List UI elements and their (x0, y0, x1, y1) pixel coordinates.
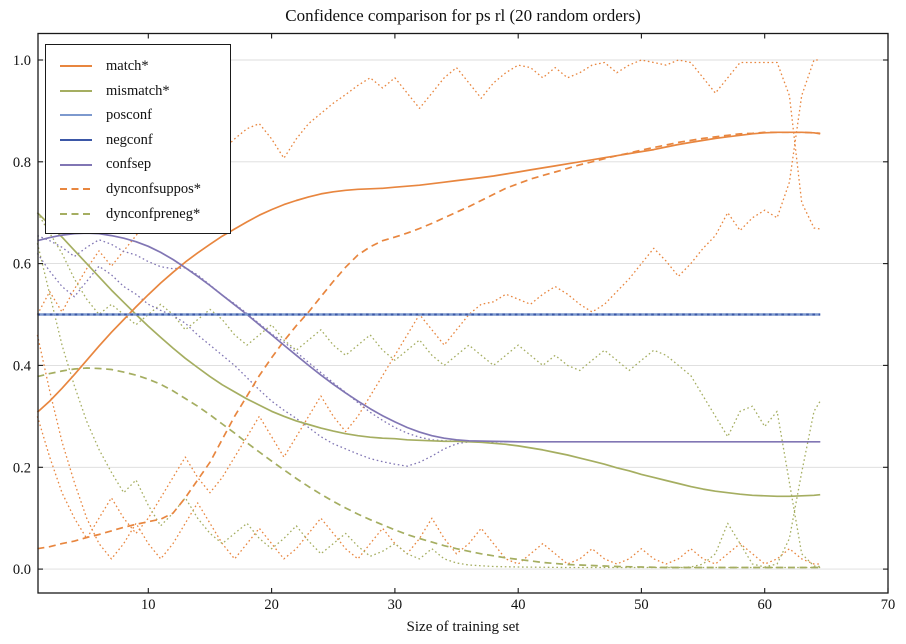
legend-label: mismatch* (106, 82, 170, 99)
legend-item-confsep: confsep (59, 152, 224, 177)
y-tick-label: 0.6 (13, 257, 31, 273)
series-dynconfpreneg (37, 367, 821, 569)
legend-item-dynconfsuppos: dynconfsuppos* (59, 177, 224, 202)
series-preneg-run-spike (666, 400, 821, 569)
legend-line-sample (60, 114, 92, 117)
legend-line-sample (60, 188, 92, 191)
y-tick-label: 1.0 (13, 53, 31, 69)
legend-line-sample (60, 89, 92, 92)
legend: match* mismatch* posconf negconf confsep dync… (45, 44, 231, 235)
series-dynconfsuppos (37, 131, 821, 550)
x-tick-label: 40 (511, 597, 526, 613)
legend-item-posconf: posconf (59, 103, 224, 128)
x-axis-label: Size of training set (406, 619, 520, 635)
legend-line-sample (60, 212, 92, 215)
chart-title: Confidence comparison for ps rl (20 rand… (285, 6, 641, 25)
y-tick-label: 0.4 (13, 358, 32, 374)
legend-label: dynconfsuppos* (106, 181, 202, 198)
legend-label: confsep (106, 156, 152, 173)
legend-item-dynconfpreneg: dynconfpreneg* (59, 202, 224, 227)
series-mismatch-run-max (36, 212, 821, 568)
x-tick-label: 60 (757, 597, 772, 613)
legend-line-sample (60, 65, 92, 68)
x-tick-label: 10 (141, 597, 156, 613)
x-tick-label: 30 (388, 597, 403, 613)
y-tick-label: 0.8 (13, 155, 31, 171)
series-suppos-run-low (36, 334, 821, 565)
gridlines (38, 59, 888, 570)
legend-label: negconf (106, 131, 153, 148)
series-mismatch-run-min (36, 243, 821, 569)
series-lines (36, 59, 821, 569)
legend-label: posconf (106, 107, 152, 124)
legend-item-match: match* (59, 54, 224, 79)
legend-label: dynconfpreneg* (106, 205, 201, 222)
legend-item-mismatch: mismatch* (59, 79, 224, 104)
x-tick-label: 70 (881, 597, 896, 613)
series-match (36, 131, 821, 413)
legend-item-negconf: negconf (59, 128, 224, 153)
plot-border (37, 32, 889, 594)
series-confsep (37, 232, 821, 443)
legend-line-sample (60, 163, 92, 166)
series-mismatch (36, 212, 821, 498)
y-tick-label: 0.2 (13, 460, 31, 476)
legend-line-sample (60, 139, 92, 142)
axes-frame (37, 32, 889, 594)
series-confsep-run-max (37, 234, 821, 443)
series-confsep-run-min (36, 253, 821, 467)
x-tick-label: 50 (634, 597, 649, 613)
tick-labels: 10 20 30 40 50 60 70 0.0 0.2 0.4 0.6 0.8 1.0 (13, 53, 895, 613)
y-tick-label: 0.0 (13, 562, 31, 578)
x-tick-label: 20 (264, 597, 279, 613)
legend-label: match* (106, 58, 149, 75)
